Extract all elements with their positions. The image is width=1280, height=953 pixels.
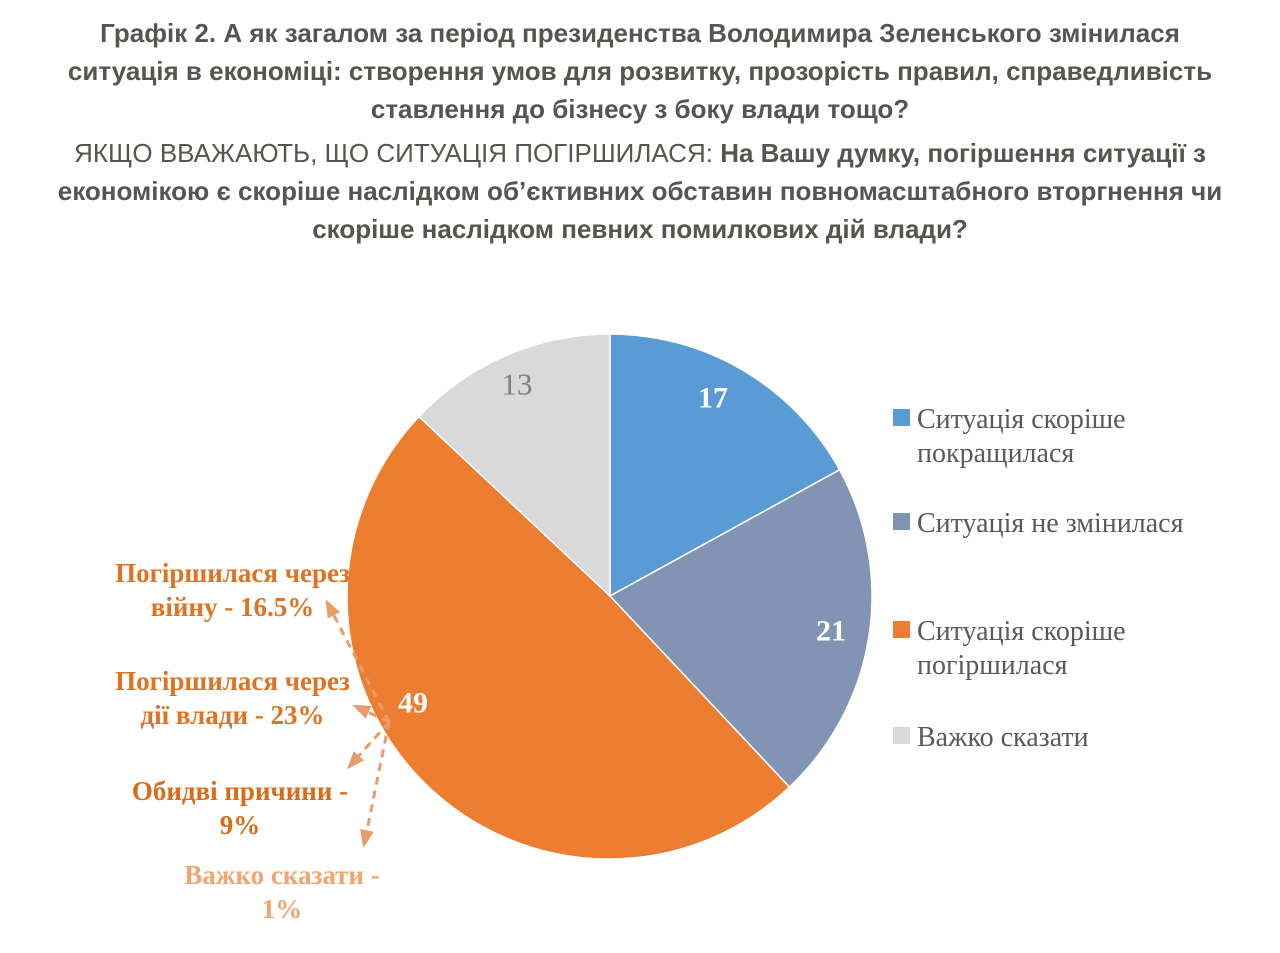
legend-item-improved: Ситуація скоріше покращилася xyxy=(893,403,1213,471)
legend-label: Ситуація не змінилася xyxy=(917,508,1184,539)
legend-item-worsened: Ситуація скоріше погіршилася xyxy=(893,615,1213,683)
pie-slice-1 xyxy=(609,333,841,597)
chart-title: Графік 2. А як загалом за період президе… xyxy=(67,18,1213,124)
pie-slices xyxy=(346,333,873,860)
subtitle-condition: ЯКЩО ВВАЖАЮТЬ, ЩО СИТУАЦІЯ ПОГІРШИЛАСЯ: xyxy=(74,138,721,168)
chart-subtitle: ЯКЩО ВВАЖАЮТЬ, ЩО СИТУАЦІЯ ПОГІРШИЛАСЯ: … xyxy=(25,134,1255,248)
breakdown-arrow xyxy=(325,599,391,723)
pie-slice-value-labels: 17 21 49 13 xyxy=(398,367,846,720)
slice-value-label: 13 xyxy=(502,367,533,402)
legend-label: Ситуація скоріше покращилася xyxy=(917,404,1126,469)
pie-slice-2 xyxy=(609,469,873,788)
legend-swatch-light-gray-icon xyxy=(893,727,910,744)
breakdown-label-hard-to-say: Важко сказати - 1% xyxy=(184,860,380,924)
breakdown-arrows xyxy=(325,599,391,848)
breakdown-arrow xyxy=(352,704,390,724)
breakdown-label-government-actions: Погіршилася через дії влади - 23% xyxy=(115,666,350,730)
legend-swatch-blue-icon xyxy=(893,409,910,426)
breakdown-label-both-reasons: Обидві причини - 9% xyxy=(131,776,349,840)
legend-label: Важко сказати xyxy=(917,722,1089,753)
breakdown-arrow xyxy=(360,721,391,848)
breakdown-label-war: Погіршилася через війну - 16.5% xyxy=(115,558,350,622)
legend-item-unchanged: Ситуація не змінилася xyxy=(893,507,1183,541)
slice-value-label: 21 xyxy=(816,615,846,648)
pie-slice-4 xyxy=(418,333,611,597)
subtitle-question: На Вашу думку, погіршення ситуації з еко… xyxy=(57,138,1223,244)
slice-value-label: 17 xyxy=(698,382,728,415)
legend-item-hard-to-say: Важко сказати xyxy=(893,721,1089,755)
legend-swatch-gray-blue-icon xyxy=(893,513,910,530)
pie-slice-3 xyxy=(346,415,791,860)
legend-label: Ситуація скоріше погіршилася xyxy=(917,616,1126,681)
legend-swatch-orange-icon xyxy=(893,621,910,638)
breakdown-arrow xyxy=(347,721,391,770)
slice-value-label: 49 xyxy=(398,687,428,720)
